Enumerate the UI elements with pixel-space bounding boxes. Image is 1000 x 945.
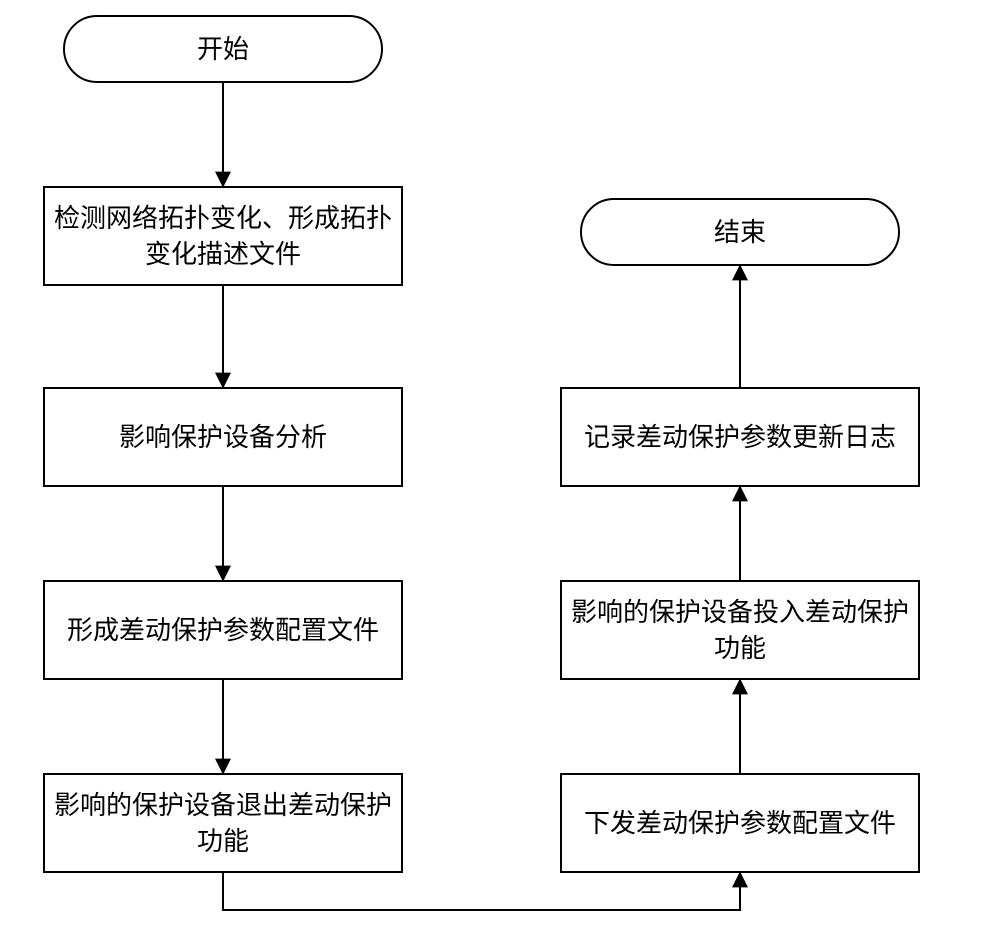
process-step3: 形成差动保护参数配置文件 xyxy=(43,580,403,680)
process-step7: 记录差动保护参数更新日志 xyxy=(560,387,920,487)
process-step2: 影响保护设备分析 xyxy=(43,387,403,487)
terminal-start: 开始 xyxy=(63,15,383,83)
edge-step4-step5 xyxy=(223,873,740,910)
node-label: 下发差动保护参数配置文件 xyxy=(584,805,896,841)
node-label: 影响的保护设备投入差动保护功能 xyxy=(571,594,909,667)
terminal-end: 结束 xyxy=(580,198,900,266)
process-step5: 下发差动保护参数配置文件 xyxy=(560,773,920,873)
node-label: 检测网络拓扑变化、形成拓扑变化描述文件 xyxy=(54,200,392,273)
process-step6: 影响的保护设备投入差动保护功能 xyxy=(560,580,920,680)
process-step4: 影响的保护设备退出差动保护功能 xyxy=(43,773,403,873)
node-label: 结束 xyxy=(714,214,766,250)
node-label: 影响保护设备分析 xyxy=(119,419,327,455)
node-label: 开始 xyxy=(197,31,249,67)
process-step1: 检测网络拓扑变化、形成拓扑变化描述文件 xyxy=(43,186,403,286)
node-label: 记录差动保护参数更新日志 xyxy=(584,419,896,455)
node-label: 影响的保护设备退出差动保护功能 xyxy=(54,787,392,860)
flowchart-canvas: 开始 检测网络拓扑变化、形成拓扑变化描述文件 影响保护设备分析 形成差动保护参数… xyxy=(0,0,1000,945)
node-label: 形成差动保护参数配置文件 xyxy=(67,612,379,648)
